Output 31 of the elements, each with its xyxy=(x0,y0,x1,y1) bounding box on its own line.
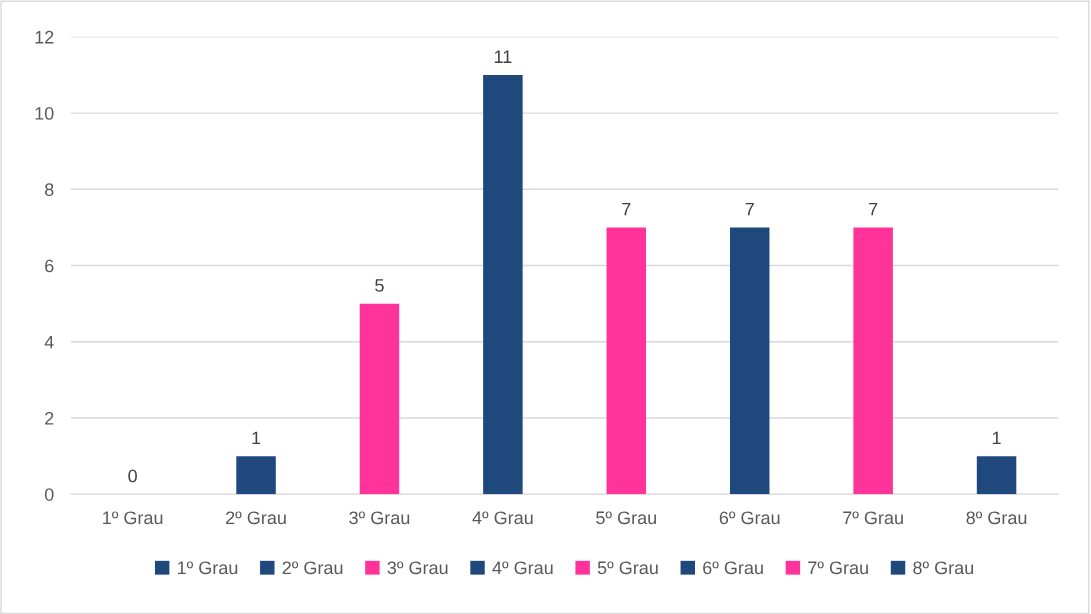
x-tick-label: 6º Grau xyxy=(719,511,780,525)
data-label: 0 xyxy=(128,469,137,483)
y-tick-label: 2 xyxy=(45,411,54,425)
data-label: 11 xyxy=(494,50,512,63)
y-tick-label: 0 xyxy=(44,488,54,501)
legend-label: 7º Grau xyxy=(808,561,868,575)
data-label: 7 xyxy=(745,202,754,216)
legend-label: 1º Grau xyxy=(177,561,238,575)
x-tick-label: 8º Grau xyxy=(966,511,1027,525)
data-label: 1 xyxy=(252,431,261,445)
y-tick-label: 6 xyxy=(45,259,54,273)
data-label: 5 xyxy=(375,279,384,292)
x-tick-label: 3º Grau xyxy=(349,511,410,525)
y-tick-label: 4 xyxy=(44,335,54,349)
legend-label: 5º Grau xyxy=(597,561,658,575)
data-label: 1 xyxy=(992,431,1001,445)
x-tick-label: 2º Grau xyxy=(226,511,286,525)
x-tick-label: 7º Grau xyxy=(843,511,903,525)
y-tick-label: 8 xyxy=(44,183,54,197)
x-tick-label: 1º Grau xyxy=(103,511,163,525)
x-tick-label: 5º Grau xyxy=(596,511,656,525)
legend-label: 2º Grau xyxy=(282,561,343,575)
legend-label: 6º Grau xyxy=(703,561,763,575)
data-label: 7 xyxy=(622,202,631,216)
y-tick-label: 12 xyxy=(35,30,54,44)
data-label: 7 xyxy=(869,202,878,216)
y-tick-label: 10 xyxy=(35,107,54,120)
legend-label: 4º Grau xyxy=(492,561,553,575)
x-tick-label: 4º Grau xyxy=(472,511,533,525)
legend-label: 3º Grau xyxy=(387,561,448,575)
legend-label: 8º Grau xyxy=(913,561,974,575)
